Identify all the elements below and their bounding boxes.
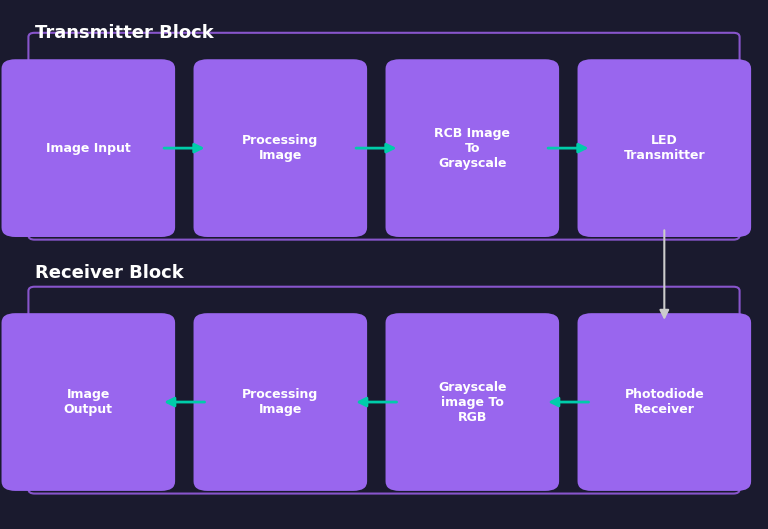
Text: Grayscale
image To
RGB: Grayscale image To RGB: [438, 380, 507, 424]
FancyBboxPatch shape: [194, 313, 367, 491]
FancyBboxPatch shape: [2, 313, 175, 491]
FancyBboxPatch shape: [578, 313, 751, 491]
FancyBboxPatch shape: [2, 59, 175, 237]
Text: Transmitter Block: Transmitter Block: [35, 24, 214, 42]
Text: Image Input: Image Input: [46, 142, 131, 154]
Text: Image
Output: Image Output: [64, 388, 113, 416]
Text: Photodiode
Receiver: Photodiode Receiver: [624, 388, 704, 416]
Text: Processing
Image: Processing Image: [242, 134, 319, 162]
FancyBboxPatch shape: [386, 59, 559, 237]
Text: Processing
Image: Processing Image: [242, 388, 319, 416]
FancyBboxPatch shape: [194, 59, 367, 237]
FancyBboxPatch shape: [578, 59, 751, 237]
Text: Receiver Block: Receiver Block: [35, 264, 184, 282]
Text: LED
Transmitter: LED Transmitter: [624, 134, 705, 162]
FancyBboxPatch shape: [386, 313, 559, 491]
Text: RCB Image
To
Grayscale: RCB Image To Grayscale: [435, 126, 510, 170]
